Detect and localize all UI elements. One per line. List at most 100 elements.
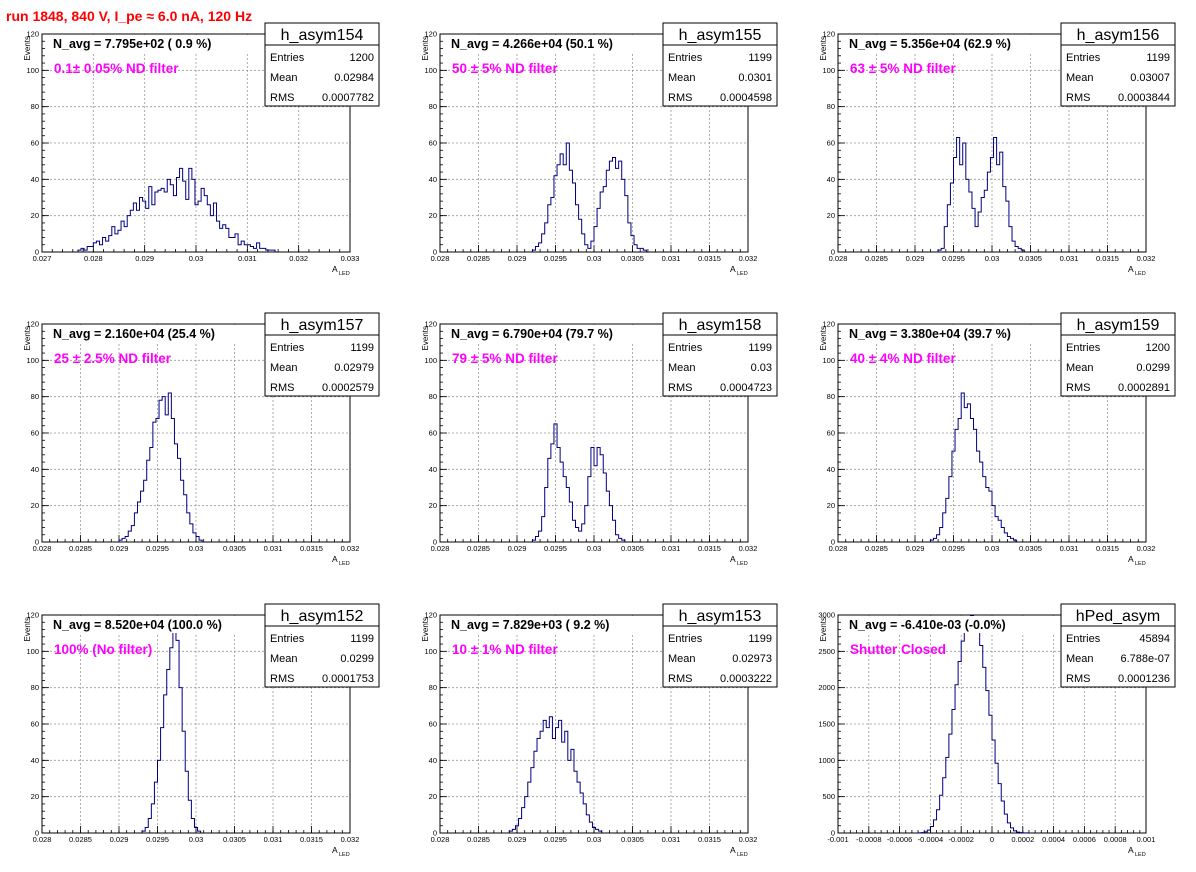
histogram-bin: [592, 828, 595, 833]
histogram-bin: [257, 243, 260, 252]
stats-label-rms: RMS: [270, 673, 294, 685]
histogram-bin: [616, 168, 619, 252]
navg-text: N_avg = 4.266e+04 (50.1 %): [451, 37, 613, 51]
histogram-bin: [173, 196, 176, 252]
histogram-bin: [195, 205, 198, 252]
histogram-bin: [537, 739, 540, 833]
y-tick-label: 0: [831, 248, 835, 257]
histogram-bin: [566, 488, 569, 543]
histogram-bin: [588, 477, 591, 542]
histogram-bin: [974, 429, 977, 542]
histogram-bin: [142, 831, 145, 833]
histogram-bin: [552, 739, 555, 833]
histogram-bin: [191, 818, 194, 833]
stats-box: h_asym153 Entries 1199 Mean 0.02973 RMS 0.0003…: [662, 603, 778, 688]
histogram-bin: [927, 830, 930, 833]
histogram-bin: [187, 513, 190, 542]
x-tick-label: 0.0285: [467, 544, 490, 553]
histogram-bin: [560, 154, 563, 252]
x-tick-label: 0.033: [341, 254, 360, 263]
histogram-bin: [522, 808, 525, 833]
navg-box: N_avg = 3.380e+04 (39.7 %): [846, 325, 1064, 342]
x-tick-label: 0.028: [829, 254, 848, 263]
histogram-bin: [998, 520, 1001, 542]
histogram-bin: [992, 740, 995, 833]
histogram-bin: [974, 619, 977, 833]
histogram-bin: [589, 822, 592, 833]
histogram-bin: [572, 183, 575, 252]
histogram-bin: [566, 143, 569, 252]
histogram-bin: [152, 205, 155, 252]
x-tick-label: 0.0315: [1096, 254, 1119, 263]
y-tick-label: 80: [31, 392, 39, 401]
histogram-bin: [986, 488, 989, 543]
histogram-bin: [933, 820, 936, 833]
histogram-bin: [133, 203, 136, 252]
stats-label-entries: Entries: [1066, 52, 1101, 64]
stats-value-entries: 1199: [1146, 52, 1170, 64]
histogram-bin: [186, 199, 189, 252]
histogram-bin: [568, 760, 571, 833]
histogram-bin: [181, 480, 184, 542]
y-tick-label: 1500: [818, 720, 835, 729]
x-tick-label: 0.0305: [1019, 544, 1042, 553]
histogram-bin: [1017, 832, 1020, 833]
histogram-bin: [164, 192, 167, 252]
navg-box: N_avg = 5.356e+04 (62.9 %): [846, 35, 1064, 52]
histogram-bin: [192, 179, 195, 252]
histogram-bin: [582, 524, 585, 542]
stats-value-rms: 0.0001236: [1118, 673, 1170, 685]
histogram-bins: [532, 143, 646, 252]
histogram-bin: [924, 832, 927, 833]
histogram-bin: [189, 168, 192, 252]
histogram-bin: [989, 715, 992, 833]
x-tick-label: 0.028: [829, 544, 848, 553]
histogram-bin: [272, 250, 275, 252]
navg-text: N_avg = 7.795e+02 ( 0.9 %): [53, 37, 211, 51]
histogram-bin: [156, 418, 159, 542]
x-tick-label: 0.0315: [698, 835, 721, 844]
histogram-bin: [1018, 248, 1021, 252]
histogram-bin: [201, 188, 204, 252]
histogram-bin: [594, 227, 597, 252]
stats-box-frame: [264, 22, 380, 107]
histogram-bin: [1015, 247, 1018, 252]
stats-box: h_asym157 Entries 1199 Mean 0.02979 RMS 0.0002…: [264, 312, 380, 397]
histogram-bin: [238, 245, 241, 252]
y-tick-label: 60: [31, 429, 39, 438]
y-tick-label: 0: [831, 538, 835, 547]
stats-value-rms: 0.0002891: [1118, 382, 1170, 394]
histogram-bin: [947, 205, 950, 252]
y-tick-label: 60: [827, 429, 835, 438]
histogram-bin: [158, 190, 161, 252]
histogram-outline: [508, 716, 603, 833]
y-tick-label: 100: [424, 647, 437, 656]
histogram-bin: [1001, 801, 1004, 833]
histogram-bin: [515, 826, 518, 833]
x-tick-label: 0.032: [289, 254, 308, 263]
histogram-bin: [619, 161, 622, 252]
histogram-bin: [253, 248, 256, 252]
x-tick-label: 0.0305: [621, 254, 644, 263]
stats-label-mean: Mean: [270, 72, 298, 84]
histogram-bin: [554, 424, 557, 542]
x-tick-label: 0.029: [110, 835, 129, 844]
histogram-bin: [179, 688, 182, 833]
stats-label-mean: Mean: [668, 653, 696, 665]
x-tick-label: 0.031: [662, 254, 681, 263]
histogram-bin: [122, 538, 125, 542]
x-tick-label: 0.0006: [1073, 835, 1096, 844]
x-axis-label-subscript: LED: [737, 271, 748, 277]
histogram-bin: [532, 540, 535, 542]
histogram-bin: [118, 230, 121, 252]
histogram-bin: [933, 538, 936, 542]
histogram-name: h_asym155: [679, 27, 762, 44]
histogram-bin: [1010, 538, 1013, 542]
stats-box-frame: [662, 22, 778, 107]
x-tick-label: 0.032: [739, 835, 758, 844]
histogram-bin: [596, 829, 599, 833]
navg-box-background: [448, 616, 666, 633]
navg-text: N_avg = 5.356e+04 (62.9 %): [849, 37, 1011, 51]
navg-box: N_avg = 4.266e+04 (50.1 %): [448, 35, 666, 52]
histogram-bin: [512, 829, 515, 833]
